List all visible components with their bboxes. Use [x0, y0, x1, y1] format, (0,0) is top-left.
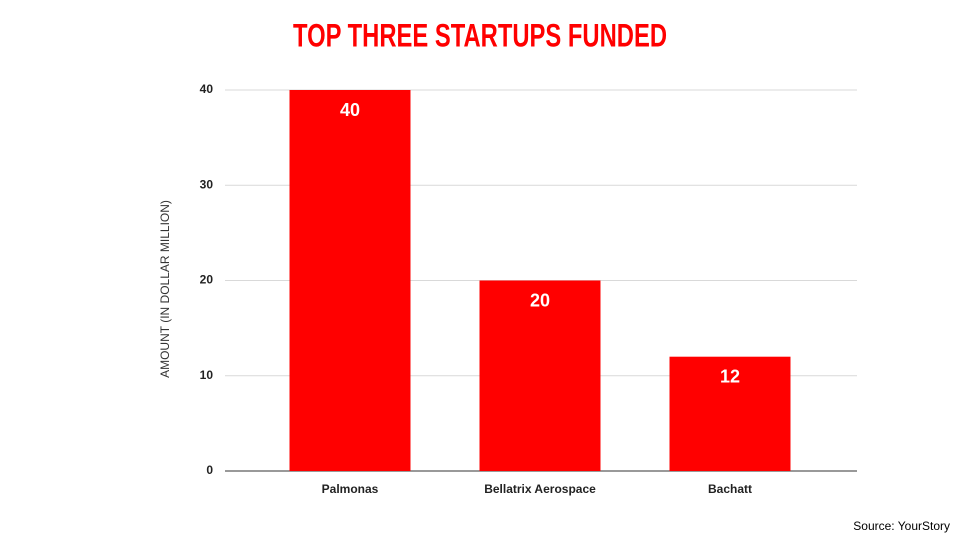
y-tick-label: 40: [200, 82, 214, 96]
value-label: 40: [340, 100, 360, 120]
y-axis-label: AMOUNT (IN DOLLAR MILLION): [158, 200, 172, 378]
y-tick-label: 20: [200, 273, 214, 287]
bar: [289, 90, 411, 471]
x-tick-label: Bellatrix Aerospace: [484, 482, 596, 496]
source: Source: YourStory: [853, 519, 950, 533]
value-label: 12: [720, 366, 740, 386]
x-tick-label: Bachatt: [708, 482, 752, 496]
y-tick-label: 0: [206, 463, 213, 477]
x-tick-label: Palmonas: [322, 482, 379, 496]
y-tick-label: 10: [200, 368, 214, 382]
y-tick-label: 30: [200, 177, 214, 191]
bar: [669, 356, 791, 471]
value-label: 20: [530, 290, 550, 310]
bar: [479, 280, 601, 471]
chart-title: TOP THREE STARTUPS FUNDED: [293, 17, 667, 53]
